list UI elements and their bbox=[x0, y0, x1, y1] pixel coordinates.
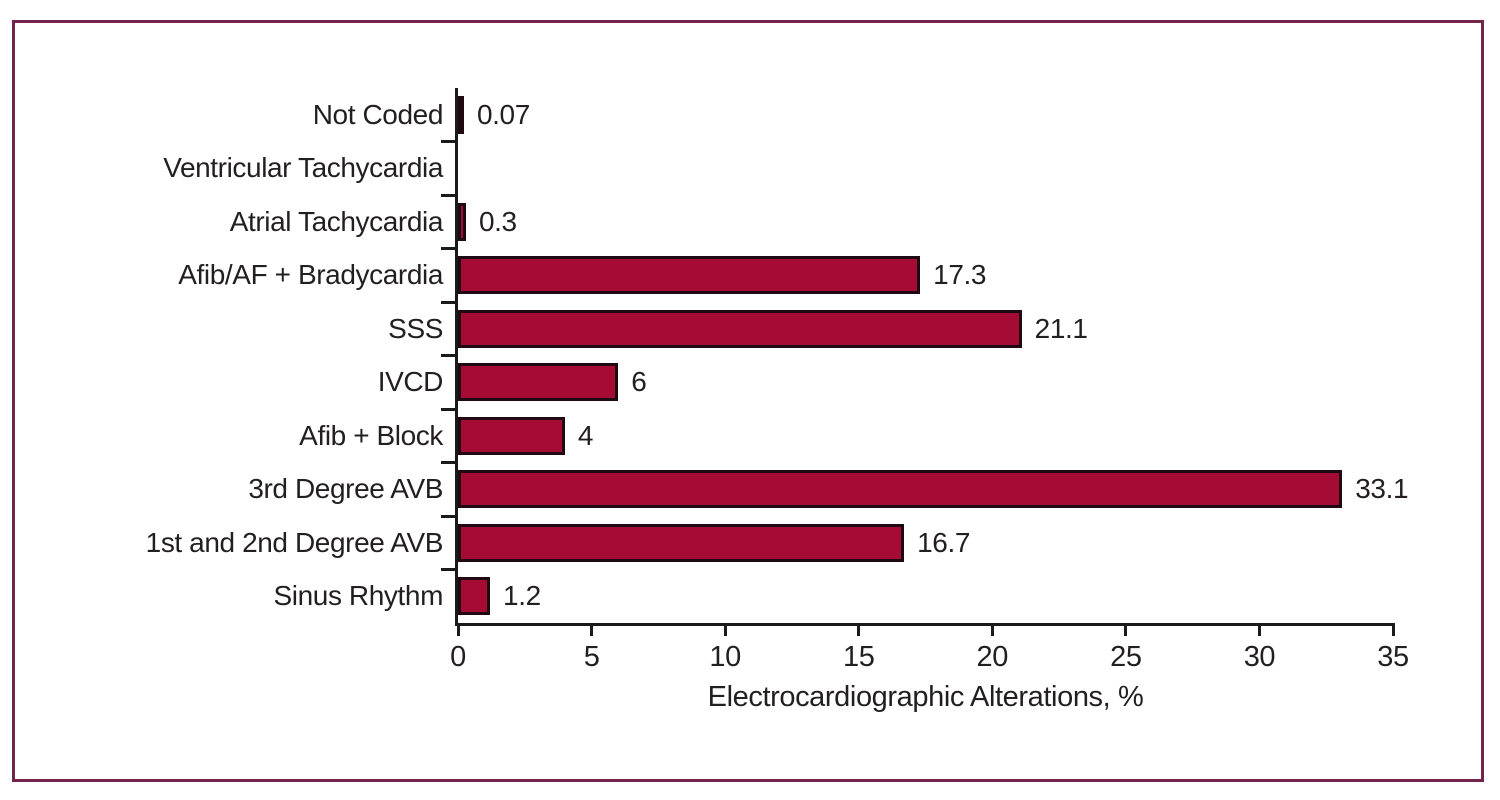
y-axis-category-labels: Not Coded Ventricular Tachycardia Atrial T… bbox=[15, 88, 444, 623]
x-axis-title: Electrocardiographic Alterations, % bbox=[707, 681, 1144, 713]
bar bbox=[458, 256, 921, 295]
bar-row bbox=[458, 142, 1393, 196]
bar-row: 21.1 bbox=[458, 302, 1393, 356]
x-axis-tick bbox=[723, 623, 727, 636]
bar bbox=[458, 470, 1343, 509]
bar-row: 1.2 bbox=[458, 570, 1393, 624]
x-axis-tick bbox=[590, 623, 594, 636]
category-label: Atrial Tachycardia bbox=[229, 205, 444, 237]
bar bbox=[458, 363, 619, 402]
x-axis-tick-label: 20 bbox=[976, 641, 1009, 673]
y-axis-tick bbox=[441, 354, 455, 357]
x-axis-tick-label: 15 bbox=[842, 641, 875, 673]
x-axis-tick-label: 10 bbox=[709, 641, 741, 673]
bar-row: 0.07 bbox=[458, 88, 1393, 142]
y-axis-tick bbox=[441, 568, 455, 571]
bar-value-label: 21.1 bbox=[1034, 312, 1088, 344]
y-axis-tick bbox=[441, 300, 455, 304]
y-axis-tick bbox=[441, 140, 455, 143]
category-label: IVCD bbox=[377, 366, 444, 398]
x-axis-tick-label: 0 bbox=[450, 641, 466, 673]
bar bbox=[458, 202, 466, 241]
bar bbox=[458, 416, 565, 455]
bar-value-label: 0.07 bbox=[477, 98, 530, 130]
plot-area: Electrocardiographic Alterations, % 0.07… bbox=[441, 88, 1409, 713]
x-axis-tick bbox=[857, 623, 861, 636]
category-label: Sinus Rhythm bbox=[273, 580, 444, 612]
x-axis-tick-label: 35 bbox=[1377, 641, 1409, 673]
bar-row: 4 bbox=[458, 409, 1393, 463]
x-axis-tick bbox=[456, 623, 460, 636]
y-axis-tick bbox=[441, 247, 455, 250]
x-axis-tick bbox=[1257, 623, 1261, 636]
category-label: Afib + Block bbox=[299, 419, 443, 451]
y-axis-tick bbox=[441, 193, 455, 197]
bar-value-label: 16.7 bbox=[917, 526, 971, 558]
bar-row: 16.7 bbox=[458, 516, 1393, 570]
bar-value-label: 6 bbox=[631, 366, 647, 398]
bar bbox=[458, 309, 1022, 348]
y-axis-tick bbox=[441, 407, 455, 411]
category-label: Not Coded bbox=[312, 98, 444, 130]
bar bbox=[458, 95, 464, 134]
category-label: SSS bbox=[388, 312, 443, 344]
category-label: 3rd Degree AVB bbox=[248, 473, 443, 505]
y-axis-tick bbox=[441, 514, 455, 518]
category-label: 1st and 2nd Degree AVB bbox=[145, 526, 444, 558]
bar-value-label: 1.2 bbox=[503, 580, 541, 612]
x-axis-tick-label: 30 bbox=[1243, 641, 1276, 673]
figure-frame: Not Coded Ventricular Tachycardia Atrial T… bbox=[12, 20, 1484, 782]
category-label: Ventricular Tachycardia bbox=[163, 152, 443, 184]
bar-value-label: 0.3 bbox=[479, 205, 517, 237]
bar-row: 0.3 bbox=[458, 195, 1393, 249]
bar-value-label: 33.1 bbox=[1355, 473, 1409, 505]
bar bbox=[458, 577, 491, 616]
bar-row: 6 bbox=[458, 356, 1393, 410]
x-axis-tick-label: 25 bbox=[1110, 641, 1142, 673]
y-axis-tick bbox=[441, 461, 455, 464]
x-axis-tick bbox=[1124, 623, 1128, 636]
bar-value-label: 4 bbox=[577, 419, 594, 451]
category-label: Afib/AF + Bradycardia bbox=[178, 259, 443, 291]
bar-value-label: 17.3 bbox=[933, 259, 987, 291]
bar-row: 33.1 bbox=[458, 463, 1409, 517]
x-axis-tick bbox=[990, 623, 994, 636]
x-axis-tick bbox=[1391, 623, 1395, 636]
bar bbox=[458, 523, 905, 562]
bar-chart: Not Coded Ventricular Tachycardia Atrial T… bbox=[15, 23, 1481, 779]
bar-row: 17.3 bbox=[458, 249, 1393, 303]
x-axis-tick-label: 5 bbox=[583, 641, 600, 673]
